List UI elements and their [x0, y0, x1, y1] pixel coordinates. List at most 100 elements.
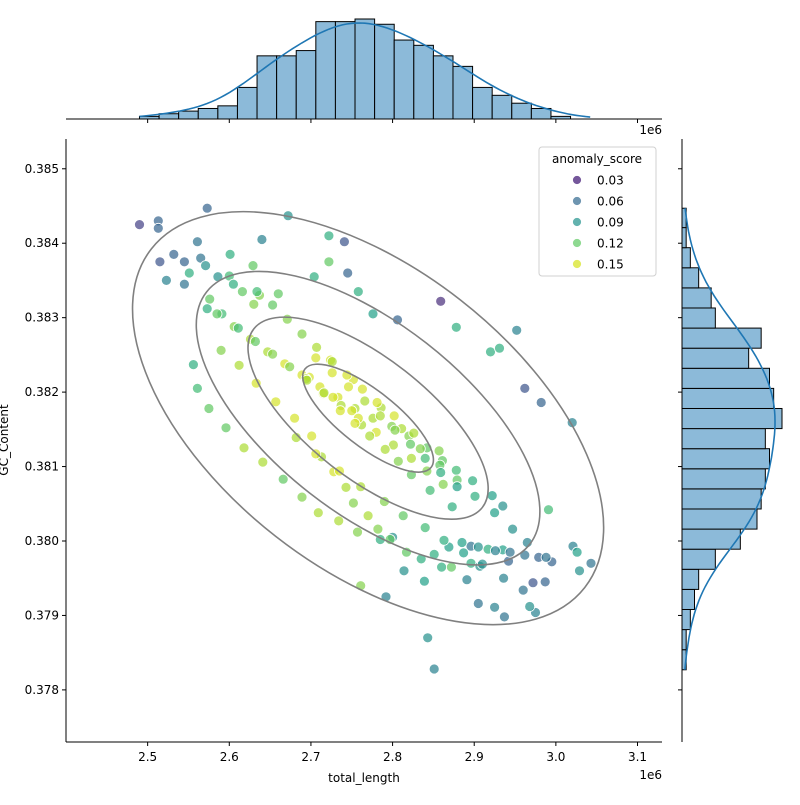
scatter-points	[134, 202, 597, 675]
x-histogram-bar	[413, 44, 434, 120]
scatter-point	[371, 397, 383, 408]
y-histogram-bar	[681, 588, 695, 610]
scatter-point	[362, 510, 374, 522]
scatter-point	[485, 346, 496, 358]
scatter-point	[296, 491, 308, 503]
scatter-point	[251, 286, 263, 298]
scatter-point	[311, 341, 323, 353]
scatter-point	[224, 248, 236, 260]
scatter-point	[323, 230, 335, 242]
x-tick-label: 2.6	[220, 750, 239, 764]
scatter-point	[347, 497, 359, 509]
legend-title: anomaly_score	[552, 152, 642, 166]
y-tick-label: 0.384	[25, 236, 59, 250]
scatter-point	[236, 286, 248, 298]
scatter-point	[519, 382, 531, 394]
scatter-point	[191, 382, 203, 394]
scatter-point	[438, 534, 450, 546]
x-histogram-bar	[491, 94, 513, 120]
scatter-point	[450, 321, 462, 333]
scatter-point	[326, 367, 338, 379]
y-histogram-bar	[681, 367, 770, 389]
scatter-point	[497, 500, 509, 512]
y-tick-label: 0.379	[25, 608, 59, 622]
legend-entries: 0.03 0.06 0.09 0.12 0.15	[572, 174, 624, 272]
scatter-point	[392, 455, 404, 467]
scatter-point	[220, 422, 232, 434]
scatter-point	[456, 537, 468, 548]
scatter-point	[504, 546, 516, 558]
x-histogram-bar	[217, 105, 238, 120]
scatter-point	[267, 348, 279, 360]
legend-label: 0.12	[597, 237, 624, 251]
scatter-point	[232, 322, 244, 334]
scatter-point	[277, 473, 289, 485]
scatter-point	[489, 507, 501, 519]
x-histogram-bar	[472, 86, 493, 120]
y-tick-label: 0.381	[25, 460, 59, 474]
x-histogram-bar	[315, 21, 336, 120]
scatter-point	[494, 342, 505, 354]
scatter-point	[134, 219, 145, 231]
scatter-point	[414, 443, 426, 455]
scatter-point	[398, 565, 410, 577]
y-histogram-bar	[681, 428, 766, 450]
kde-contour	[247, 316, 489, 520]
scatter-point	[428, 663, 440, 675]
y-histogram-bar	[681, 287, 712, 309]
y-histogram-bar	[681, 407, 783, 430]
legend-label: 0.03	[597, 174, 624, 188]
scatter-point	[543, 504, 554, 516]
scatter-point	[387, 439, 399, 451]
scatter-point	[183, 267, 195, 279]
axes: 2.5 2.6 2.7 2.8 2.9 3.0 3.1 0.378 0.379 0.380 0.38…	[25, 139, 662, 764]
scatter-point	[352, 286, 364, 298]
scatter-point	[367, 308, 379, 320]
scatter-point	[290, 432, 302, 443]
x-offset-label: 1e6	[639, 768, 662, 782]
scatter-point	[154, 256, 166, 268]
scatter-point	[200, 260, 212, 272]
x-histogram-bar	[197, 107, 219, 120]
scatter-point	[201, 303, 213, 315]
x-histogram-bar	[452, 65, 474, 120]
kde-contour	[301, 363, 435, 473]
scatter-point	[204, 293, 216, 305]
y-kde-curve	[684, 208, 776, 670]
scatter-point	[346, 405, 358, 417]
x-histogram-bar	[276, 55, 297, 120]
scatter-point	[333, 515, 345, 527]
scatter-point	[524, 601, 536, 612]
scatter-point	[257, 456, 269, 468]
scatter-point	[227, 278, 239, 290]
x-tick-label: 3.0	[546, 750, 565, 764]
x-histogram-bar	[393, 39, 415, 120]
scatter-point	[379, 443, 391, 455]
scatter-point	[318, 387, 330, 399]
y-histogram-bar	[681, 267, 700, 289]
right-marginal-histogram	[678, 139, 783, 742]
scatter-point	[349, 417, 361, 429]
legend-marker	[572, 238, 582, 248]
y-tick-label: 0.380	[25, 534, 59, 548]
scatter-point	[574, 565, 585, 577]
scatter-point	[517, 584, 529, 596]
x-tick-label: 2.9	[465, 750, 484, 764]
x-histogram-bar	[432, 55, 454, 120]
scatter-point	[178, 256, 190, 268]
y-histogram-bar	[681, 488, 762, 510]
y-histogram-bar	[681, 448, 770, 470]
x-tick-label: 3.1	[628, 750, 647, 764]
scatter-point	[233, 359, 245, 371]
x-histogram-bar	[530, 107, 552, 120]
scatter-point	[405, 452, 417, 464]
scatter-point	[461, 574, 473, 586]
legend-marker	[572, 196, 582, 206]
y-histogram-bar	[681, 307, 716, 329]
scatter-point	[539, 576, 551, 588]
scatter-point	[527, 577, 539, 589]
y-histogram-bar	[681, 548, 716, 570]
scatter-point	[372, 523, 384, 535]
scatter-point	[467, 475, 479, 487]
